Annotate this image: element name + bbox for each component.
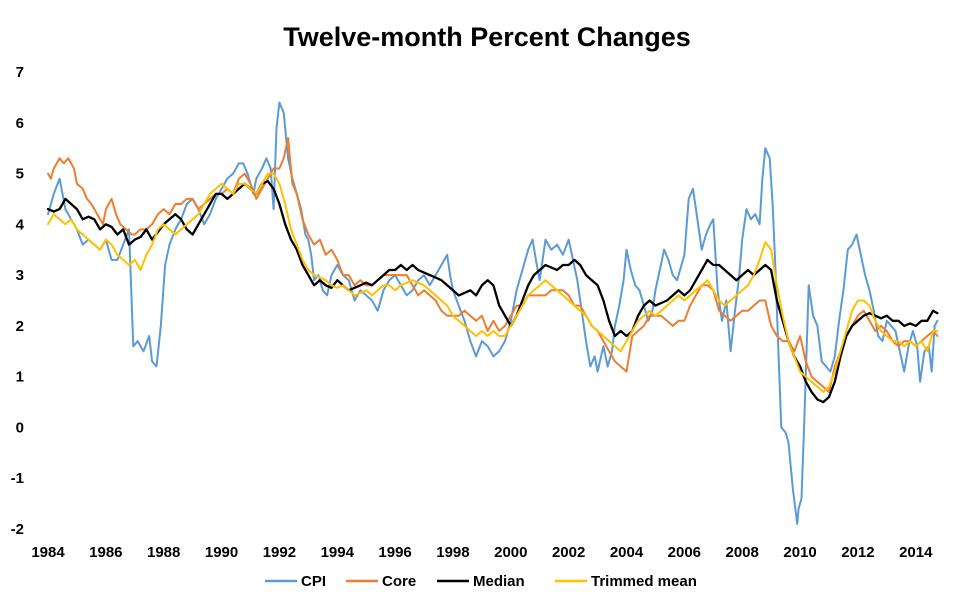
chart-title: Twelve-month Percent Changes <box>283 22 691 52</box>
series-line-trimmed-mean <box>47 172 939 393</box>
x-tick-label: 1990 <box>205 544 238 561</box>
x-tick-label: 1984 <box>31 544 65 561</box>
series-line-cpi <box>47 101 939 525</box>
x-tick-label: 2006 <box>668 544 701 561</box>
x-tick-label: 2014 <box>899 544 933 561</box>
y-axis: -2 -1 0 1 2 3 4 5 6 7 <box>11 64 25 538</box>
y-tick-label: 5 <box>16 166 24 183</box>
series-line-core <box>47 137 939 393</box>
series-line-median <box>46 180 939 404</box>
y-tick-label: 7 <box>16 64 24 81</box>
x-tick-label: 1998 <box>436 544 469 561</box>
x-tick-label: 1996 <box>378 544 411 561</box>
x-tick-label: 1994 <box>321 544 355 561</box>
x-tick-label: 2012 <box>841 544 874 561</box>
y-tick-label: 1 <box>16 369 24 386</box>
x-tick-label: 1988 <box>147 544 180 561</box>
y-tick-label: 4 <box>16 216 25 233</box>
legend-label: Trimmed mean <box>591 573 697 590</box>
x-tick-label: 1992 <box>263 544 296 561</box>
x-tick-label: 2008 <box>726 544 759 561</box>
y-tick-label: 0 <box>16 419 24 436</box>
x-tick-label: 2000 <box>494 544 527 561</box>
x-tick-label: 1986 <box>89 544 122 561</box>
legend-label: Core <box>382 573 416 590</box>
x-tick-label: 2010 <box>783 544 816 561</box>
x-axis: 1984 1986 1988 1990 1992 1994 1996 1998 2000 2002… <box>31 544 933 561</box>
x-tick-label: 2002 <box>552 544 585 561</box>
y-tick-label: 3 <box>16 267 24 284</box>
series-layer <box>46 101 939 525</box>
legend-label: CPI <box>301 573 326 590</box>
y-tick-label: 6 <box>16 115 24 132</box>
legend-label: Median <box>473 573 525 590</box>
y-tick-label: -1 <box>11 470 24 487</box>
y-tick-label: -2 <box>11 521 24 538</box>
legend: CPI Core Median Trimmed mean <box>265 573 697 590</box>
y-tick-label: 2 <box>16 318 24 335</box>
x-tick-label: 2004 <box>610 544 644 561</box>
